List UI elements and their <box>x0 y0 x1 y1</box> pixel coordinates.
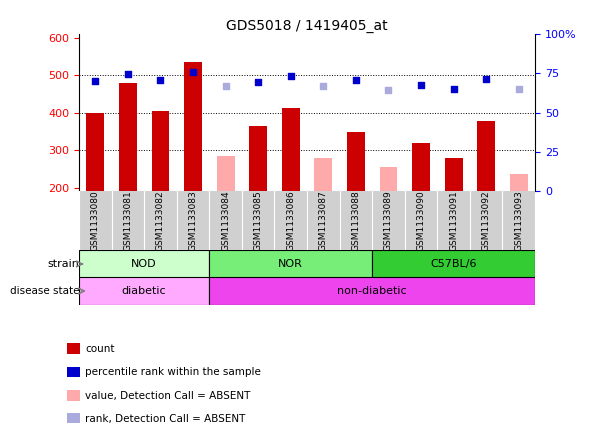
Text: GSM1133089: GSM1133089 <box>384 190 393 251</box>
Point <box>188 69 198 76</box>
Bar <box>412 143 430 191</box>
Text: GSM1133091: GSM1133091 <box>449 190 458 251</box>
Point <box>482 76 491 82</box>
Text: GSM1133093: GSM1133093 <box>514 190 523 251</box>
Point <box>286 73 295 80</box>
Point <box>156 77 165 83</box>
Bar <box>249 126 267 191</box>
Text: GSM1133081: GSM1133081 <box>123 190 133 251</box>
Bar <box>79 277 209 305</box>
Text: value, Detection Call = ABSENT: value, Detection Call = ABSENT <box>85 390 250 401</box>
Text: C57BL/6: C57BL/6 <box>430 259 477 269</box>
Text: non-diabetic: non-diabetic <box>337 286 407 296</box>
Bar <box>119 82 137 191</box>
Bar <box>151 112 170 191</box>
Bar <box>372 250 535 277</box>
Point <box>221 83 230 90</box>
Bar <box>209 277 535 305</box>
Point <box>123 71 133 77</box>
Text: GSM1133092: GSM1133092 <box>482 191 491 251</box>
Bar <box>314 158 333 191</box>
Text: GSM1133082: GSM1133082 <box>156 191 165 251</box>
Text: NOR: NOR <box>278 259 303 269</box>
Bar <box>282 108 300 191</box>
Point <box>351 77 361 83</box>
Point <box>91 78 100 85</box>
Bar <box>510 174 528 191</box>
Text: strain: strain <box>47 259 79 269</box>
Text: disease state: disease state <box>10 286 79 296</box>
Text: GSM1133087: GSM1133087 <box>319 190 328 251</box>
Text: rank, Detection Call = ABSENT: rank, Detection Call = ABSENT <box>85 414 246 423</box>
Text: GSM1133088: GSM1133088 <box>351 190 361 251</box>
Text: count: count <box>85 344 115 354</box>
Text: percentile rank within the sample: percentile rank within the sample <box>85 367 261 377</box>
Point <box>514 85 523 92</box>
Point <box>254 79 263 85</box>
Bar <box>184 62 202 191</box>
Bar <box>209 250 372 277</box>
Bar <box>347 132 365 191</box>
Bar <box>79 250 209 277</box>
Bar <box>379 167 398 191</box>
Text: diabetic: diabetic <box>122 286 167 296</box>
Text: GSM1133084: GSM1133084 <box>221 191 230 251</box>
Text: GSM1133083: GSM1133083 <box>188 190 198 251</box>
Text: GSM1133086: GSM1133086 <box>286 190 295 251</box>
Bar <box>216 156 235 191</box>
Text: GSM1133080: GSM1133080 <box>91 190 100 251</box>
Title: GDS5018 / 1419405_at: GDS5018 / 1419405_at <box>226 19 388 33</box>
Text: GSM1133090: GSM1133090 <box>416 190 426 251</box>
Point <box>416 82 426 88</box>
Bar <box>444 158 463 191</box>
Point <box>449 85 458 92</box>
Point <box>319 83 328 90</box>
Bar <box>86 113 105 191</box>
Text: GSM1133085: GSM1133085 <box>254 190 263 251</box>
Bar <box>477 121 495 191</box>
Point <box>384 86 393 93</box>
Text: NOD: NOD <box>131 259 157 269</box>
